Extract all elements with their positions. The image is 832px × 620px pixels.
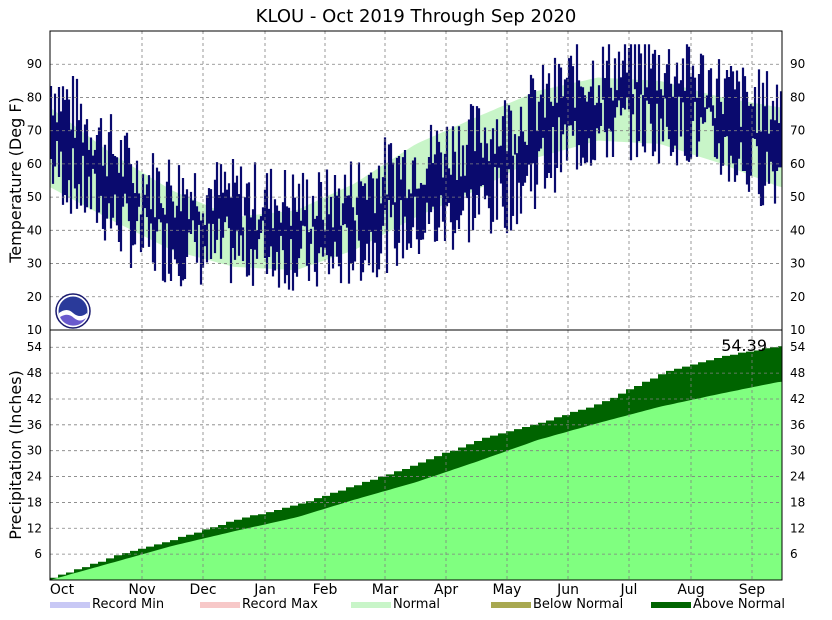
temp-tick-label-right: 40	[790, 223, 805, 237]
temperature-panel: 10 10 20 20 30 30 40 40 50 50 60 60 70 70 80 80 90 90	[27, 30, 805, 337]
month-label: Dec	[189, 582, 216, 598]
precip-tick-label-right: 12	[790, 521, 805, 535]
temp-tick-label-right: 90	[790, 57, 805, 71]
temp-tick-label-right: 10	[790, 323, 805, 337]
month-label: May	[493, 582, 522, 598]
month-label: Jan	[253, 582, 276, 598]
precip-tick-label-right: 42	[790, 392, 805, 406]
month-label: Mar	[372, 582, 399, 598]
chart-title: KLOU - Oct 2019 Through Sep 2020	[255, 6, 577, 27]
temp-tick-label-left: 10	[27, 323, 42, 337]
month-label: Feb	[313, 582, 338, 598]
precip-tick-label-right: 36	[790, 418, 805, 432]
precip-tick-label-right: 30	[790, 444, 805, 458]
precip-tick-label-left: 36	[27, 418, 42, 432]
temp-tick-label-right: 60	[790, 157, 805, 171]
legend-swatch	[491, 601, 531, 608]
precipitation-panel: 6 6 12 12 18 18 24 24 30 30 36 36 42 42 48 48 54 54	[27, 329, 805, 581]
precip-tick-label-right: 48	[790, 366, 805, 380]
temp-tick-label-left: 90	[27, 57, 42, 71]
temperature-y-label: Temperature (Deg F)	[6, 97, 25, 264]
temp-tick-label-left: 20	[27, 290, 42, 304]
month-label: Jun	[556, 582, 579, 598]
temp-tick-label-right: 50	[790, 190, 805, 204]
precip-tick-label-left: 54	[27, 340, 42, 354]
temp-tick-label-right: 20	[790, 290, 805, 304]
month-label: Aug	[677, 582, 704, 598]
temp-tick-label-left: 30	[27, 257, 42, 271]
legend-label: Normal	[393, 597, 441, 612]
precip-total-annotation: 54.39	[721, 336, 767, 355]
month-label: Oct	[50, 582, 75, 598]
precip-tick-label-left: 48	[27, 366, 42, 380]
precip-tick-label-right: 6	[790, 547, 798, 561]
legend-item-record-min: Record Min	[50, 597, 164, 612]
legend-item-below-normal: Below Normal	[491, 597, 623, 612]
precip-tick-label-left: 6	[34, 547, 42, 561]
legend-swatch	[200, 601, 240, 608]
legend-label: Record Max	[242, 597, 318, 612]
legend-item-normal: Normal	[351, 597, 440, 612]
precip-tick-label-right: 18	[790, 495, 805, 509]
temp-tick-label-right: 30	[790, 257, 805, 271]
precip-tick-label-left: 30	[27, 444, 42, 458]
legend-item-above-normal: Above Normal	[651, 597, 785, 612]
legend-swatch	[351, 601, 391, 608]
temp-tick-label-right: 70	[790, 124, 805, 138]
temp-tick-label-left: 60	[27, 157, 42, 171]
legend-swatch	[50, 601, 90, 608]
precip-tick-label-right: 24	[790, 470, 805, 484]
temp-tick-label-left: 70	[27, 124, 42, 138]
temp-tick-label-right: 80	[790, 90, 805, 104]
temp-tick-label-left: 80	[27, 90, 42, 104]
noaa-logo	[55, 293, 91, 329]
precip-tick-label-right: 54	[790, 340, 805, 354]
month-label: Jul	[620, 582, 638, 598]
legend-item-record-max: Record Max	[200, 597, 318, 612]
temp-tick-label-left: 50	[27, 190, 42, 204]
month-label: Apr	[434, 582, 458, 598]
precip-tick-label-left: 24	[27, 470, 42, 484]
precip-tick-label-left: 12	[27, 521, 42, 535]
precipitation-y-label: Precipitation (Inches)	[6, 370, 25, 540]
temp-tick-label-left: 40	[27, 223, 42, 237]
precip-tick-label-left: 42	[27, 392, 42, 406]
month-label: Nov	[128, 582, 155, 598]
legend: Record Min Record Max Normal Below Norma…	[0, 597, 832, 617]
legend-label: Below Normal	[533, 597, 624, 612]
precip-tick-label-left: 18	[27, 495, 42, 509]
precip-normal-area	[50, 381, 782, 580]
precipitation-plot-frame	[49, 329, 783, 581]
month-label: Sep	[739, 582, 766, 598]
legend-label: Above Normal	[693, 597, 785, 612]
legend-label: Record Min	[92, 597, 165, 612]
legend-swatch	[651, 601, 691, 608]
